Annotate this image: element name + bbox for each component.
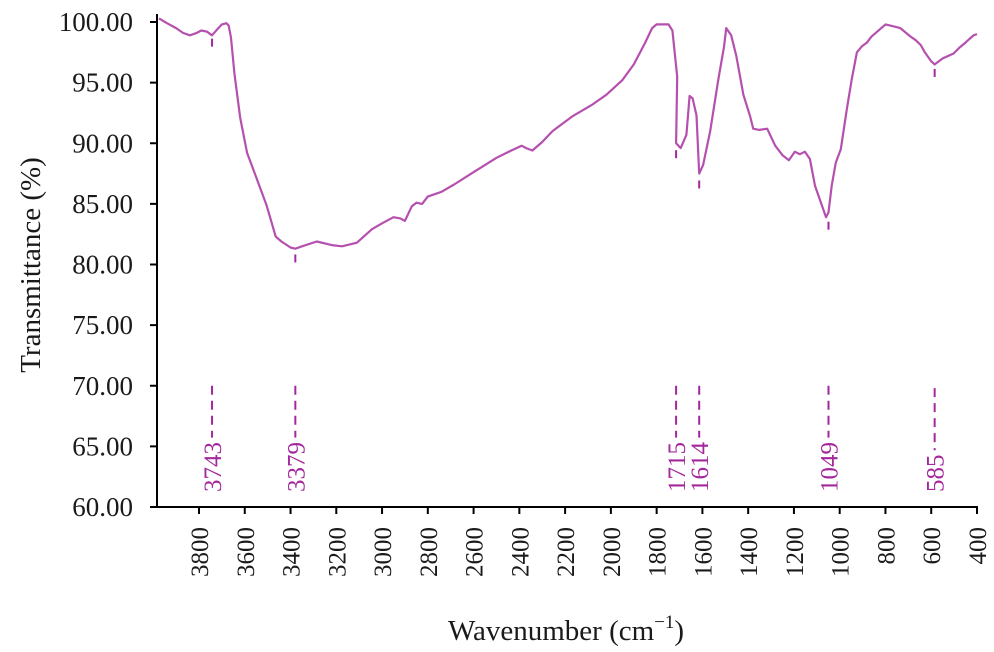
y-tick-label: 95.00: [72, 68, 133, 98]
x-tick-label: 1000: [828, 527, 855, 577]
x-tick-label: 2600: [462, 527, 489, 577]
x-axis-ticks: 3800 3600 3400 3200 3000 2800 2600 2400 2200 2000…: [187, 507, 992, 577]
x-tick-label: 2000: [599, 527, 626, 577]
peak-label: 1715: [664, 442, 691, 492]
peak-annotation-3379: 3379: [283, 254, 310, 492]
x-axis-title-base: Wavenumber (cm: [448, 615, 655, 647]
x-tick-label: 2200: [553, 527, 580, 577]
peak-annotation-3743: 3743: [200, 38, 227, 492]
y-tick-label: 80.00: [72, 250, 133, 280]
peak-label: 1049: [816, 442, 843, 492]
x-tick-label: 1200: [782, 527, 809, 577]
y-axis-title: Transmittance (%): [15, 157, 47, 373]
peak-annotation-1049: 1049: [816, 221, 843, 492]
peak-label: 1614: [687, 442, 714, 493]
x-tick-label: 1800: [645, 527, 672, 577]
y-tick-label: 85.00: [72, 189, 133, 219]
x-tick-label: 400: [965, 527, 992, 565]
x-tick-label: 3800: [187, 527, 214, 577]
x-tick-label: 800: [873, 527, 900, 565]
y-tick-label: 60.00: [72, 492, 133, 522]
y-tick-label: 70.00: [72, 371, 133, 401]
x-axis-title: Wavenumber (cm−1): [448, 612, 684, 647]
peak-annotation-1715: 1715: [664, 150, 691, 492]
peak-annotation-585: 585: [923, 68, 950, 493]
peak-annotation-1614: 1614: [687, 180, 714, 492]
y-tick-label: 75.00: [72, 310, 133, 340]
x-tick-label: 3600: [233, 527, 260, 577]
peak-label: 3379: [283, 442, 310, 492]
y-tick-label: 90.00: [72, 128, 133, 158]
x-tick-label: 3200: [324, 527, 351, 577]
x-tick-label: 2800: [416, 527, 443, 577]
y-tick-label: 65.00: [72, 431, 133, 461]
x-tick-label: 1600: [690, 527, 717, 577]
peak-label: 585: [923, 455, 950, 493]
y-tick-label: 100.00: [59, 7, 133, 37]
axes: [156, 14, 978, 508]
x-axis-title-close: ): [674, 615, 684, 647]
x-tick-label: 1400: [736, 527, 763, 577]
y-axis-ticks: 60.00 65.00 70.00 75.00 80.00 85.00 90.00 95.00…: [59, 7, 157, 522]
x-tick-label: 600: [919, 527, 946, 565]
peak-label: 3743: [200, 442, 227, 492]
x-axis-title-sup: −1: [654, 612, 674, 633]
x-tick-label: 3000: [370, 527, 397, 577]
x-tick-label: 3400: [279, 527, 306, 577]
x-tick-label: 2400: [507, 527, 534, 577]
spectrum-line: [158, 17, 978, 250]
